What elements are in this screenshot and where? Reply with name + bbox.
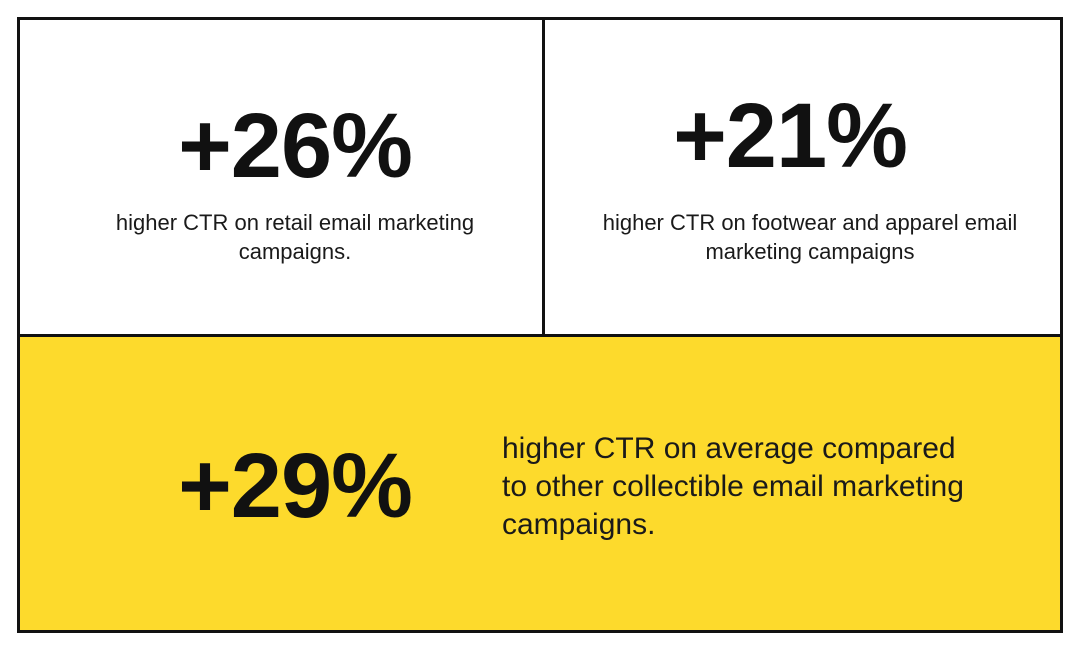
divider: [542, 20, 545, 334]
stat-value: +21%: [673, 85, 908, 187]
highlight-panel: [20, 337, 1060, 630]
stat-description: higher CTR on average compared to other …: [502, 432, 964, 541]
stat-value: +29%: [178, 435, 413, 537]
divider: [20, 334, 1060, 337]
stats-panel: +26% higher CTR on retail email marketin…: [17, 17, 1063, 633]
stat-description: higher CTR on retail email marketing cam…: [115, 210, 475, 264]
stat-value: +26%: [178, 95, 413, 197]
stat-description: higher CTR on footwear and apparel email…: [602, 210, 1018, 264]
